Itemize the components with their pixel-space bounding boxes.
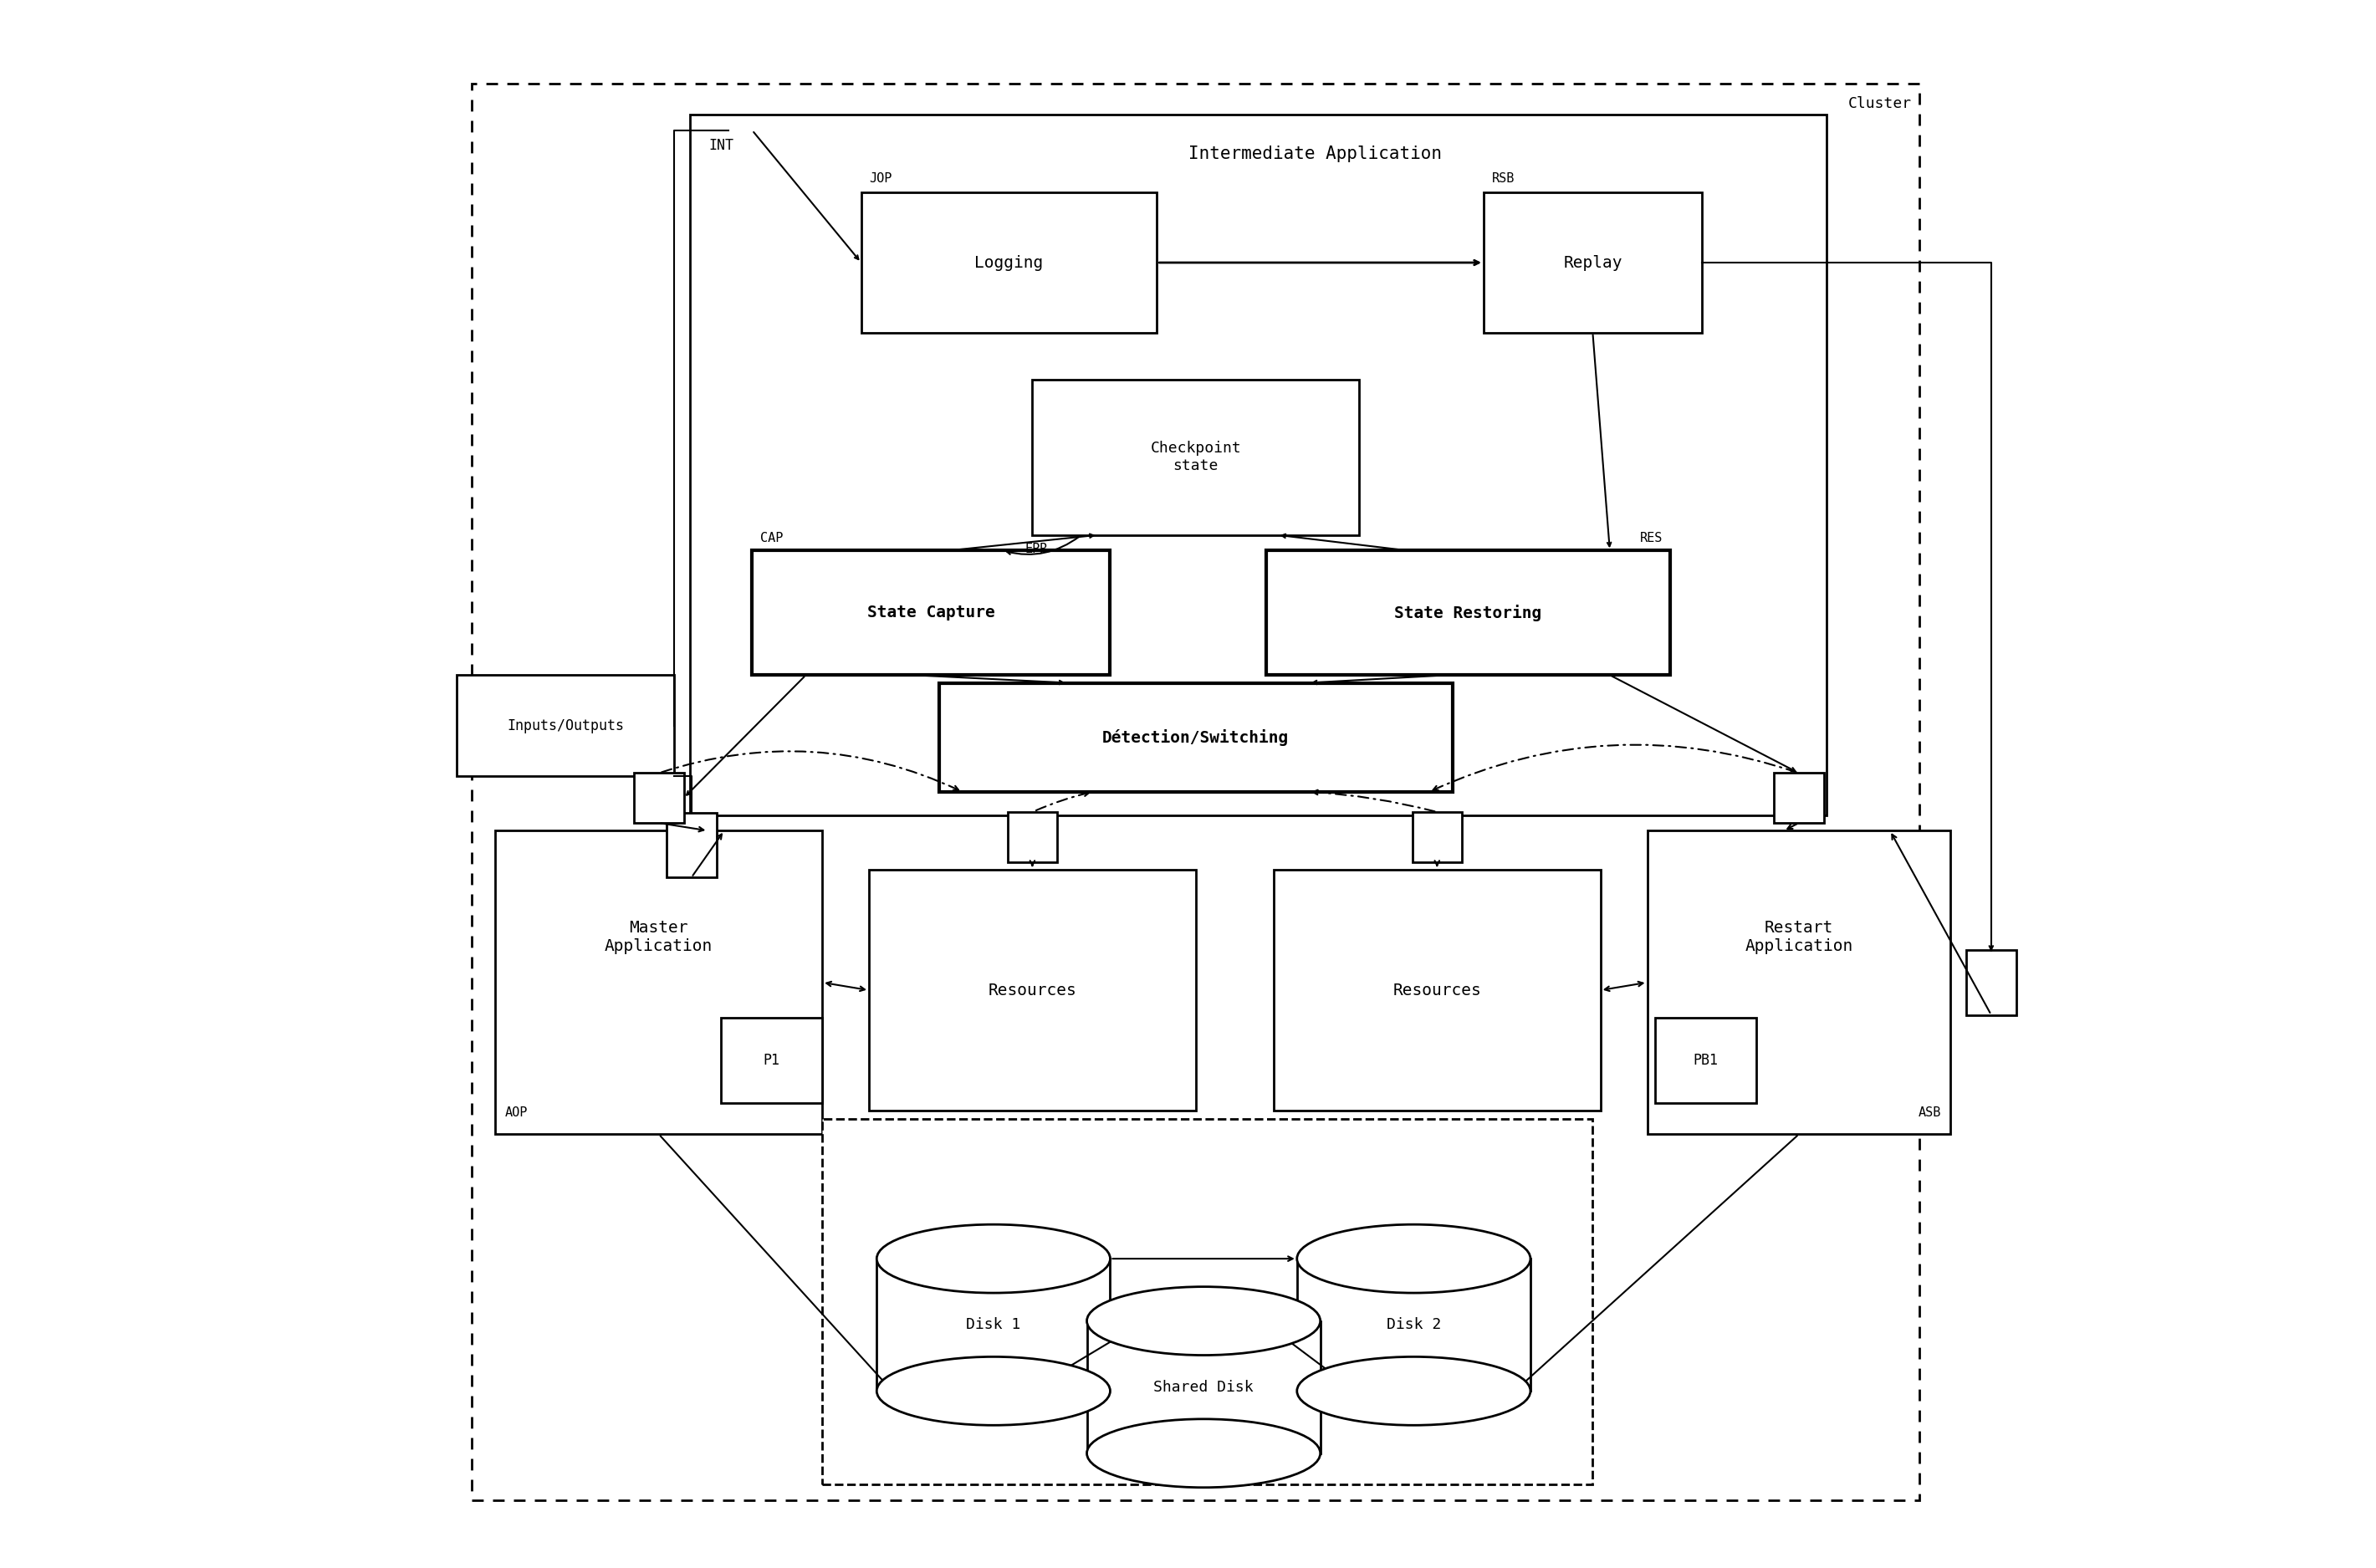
- Bar: [1266, 550, 1670, 676]
- Bar: [1775, 773, 1825, 823]
- Text: INT: INT: [708, 138, 734, 154]
- Text: Resources: Resources: [1392, 982, 1480, 999]
- Bar: [1967, 950, 2017, 1014]
- Text: Disk 2: Disk 2: [1388, 1317, 1440, 1333]
- Text: P1: P1: [763, 1052, 779, 1068]
- Text: Master
Application: Master Application: [606, 920, 713, 953]
- Text: AOP: AOP: [504, 1105, 527, 1118]
- Bar: [689, 114, 1827, 815]
- Text: Replay: Replay: [1563, 254, 1623, 271]
- Text: CAP: CAP: [760, 532, 782, 544]
- Text: State Restoring: State Restoring: [1395, 604, 1542, 621]
- Bar: [494, 831, 822, 1134]
- Bar: [1274, 870, 1601, 1110]
- Text: RSB: RSB: [1492, 172, 1514, 185]
- Bar: [753, 550, 1110, 676]
- Bar: [939, 682, 1452, 792]
- Bar: [1086, 1320, 1321, 1454]
- Text: Inputs/Outputs: Inputs/Outputs: [506, 718, 625, 734]
- Text: Détection/Switching: Détection/Switching: [1102, 729, 1290, 746]
- Bar: [456, 676, 675, 776]
- Bar: [1647, 831, 1951, 1134]
- Ellipse shape: [1086, 1419, 1321, 1488]
- Text: Cluster: Cluster: [1849, 96, 1913, 111]
- Text: Checkpoint
state: Checkpoint state: [1150, 441, 1240, 474]
- Text: State Capture: State Capture: [867, 605, 996, 621]
- Text: Data (File System): Data (File System): [1126, 1450, 1290, 1466]
- Ellipse shape: [1297, 1356, 1530, 1425]
- Text: JOP: JOP: [870, 172, 891, 185]
- Bar: [1007, 812, 1057, 862]
- Bar: [870, 870, 1195, 1110]
- Bar: [720, 1018, 822, 1102]
- Text: Logging: Logging: [974, 254, 1043, 271]
- Text: EPR: EPR: [1024, 543, 1048, 555]
- Ellipse shape: [1297, 1225, 1530, 1294]
- Text: RES: RES: [1639, 532, 1663, 544]
- Bar: [877, 1259, 1110, 1391]
- Bar: [822, 1118, 1592, 1485]
- Bar: [1031, 379, 1359, 535]
- Bar: [1411, 812, 1461, 862]
- Bar: [1483, 193, 1701, 332]
- Text: Resources: Resources: [988, 982, 1076, 999]
- Bar: [668, 812, 718, 878]
- Text: Restart
Application: Restart Application: [1744, 920, 1853, 953]
- Ellipse shape: [1086, 1287, 1321, 1355]
- Bar: [634, 773, 684, 823]
- Text: Intermediate Application: Intermediate Application: [1188, 146, 1442, 163]
- Text: ASB: ASB: [1917, 1105, 1941, 1118]
- Ellipse shape: [877, 1356, 1110, 1425]
- Text: PB1: PB1: [1694, 1052, 1718, 1068]
- Text: Disk 1: Disk 1: [967, 1317, 1022, 1333]
- Ellipse shape: [877, 1225, 1110, 1294]
- Bar: [1656, 1018, 1756, 1102]
- Bar: [860, 193, 1157, 332]
- Text: Shared Disk: Shared Disk: [1152, 1380, 1255, 1394]
- Bar: [1297, 1259, 1530, 1391]
